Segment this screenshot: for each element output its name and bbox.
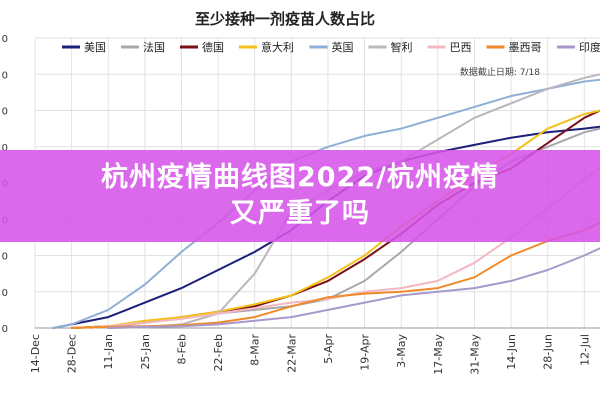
- x-tick-label: 14-Dec: [29, 334, 42, 373]
- legend: 美国 法国 德国 意大利 英国 智利 巴西 墨西哥 印度: [62, 40, 600, 54]
- legend-label: 智利: [391, 40, 413, 54]
- x-tick-label: 8-Mar: [249, 334, 262, 366]
- legend-label: 英国: [332, 40, 354, 54]
- y-tick-label: 0: [2, 34, 8, 45]
- x-tick-label: 3-May: [395, 334, 408, 368]
- legend-label: 意大利: [261, 40, 294, 54]
- x-tick-label: 25-Jan: [139, 334, 152, 370]
- series-line-意大利: [70, 109, 600, 329]
- chart-subtitle: 数据截止日期: 7/18: [460, 66, 540, 78]
- chart-title: 至少接种一剂疫苗人数占比: [195, 10, 375, 28]
- x-tick-label: 12-Jul: [578, 334, 591, 366]
- headline-line-1: 杭州疫情曲线图2022/杭州疫情: [100, 162, 499, 193]
- series-line-英国: [52, 78, 600, 329]
- headline-line-2: 又严重了吗: [230, 198, 370, 229]
- series-line-印度: [107, 247, 600, 329]
- y-tick-label: 0: [2, 252, 8, 263]
- legend-label: 巴西: [450, 41, 472, 54]
- y-tick-label: 0: [2, 107, 8, 118]
- y-tick-label: 0: [2, 288, 8, 299]
- y-tick-label: 0: [2, 324, 8, 335]
- x-tick-label: 31-May: [468, 334, 481, 375]
- x-tick-label: 19-Apr: [359, 334, 372, 371]
- legend-label: 德国: [202, 40, 224, 54]
- x-tick-label: 22-Mar: [285, 334, 298, 373]
- x-tick-label: 28-Dec: [66, 334, 79, 373]
- x-tick-label: 14-Jun: [505, 334, 518, 370]
- y-tick-label: 0: [2, 143, 8, 154]
- x-tick-label: 17-May: [432, 334, 445, 375]
- legend-label: 印度: [579, 40, 600, 54]
- x-tick-label: 5-Apr: [322, 334, 335, 364]
- x-tick-label: 22-Feb: [212, 334, 225, 371]
- x-tick-label: 8-Feb: [175, 334, 188, 364]
- headline-banner: 杭州疫情曲线图2022/杭州疫情 又严重了吗: [0, 150, 600, 242]
- legend-label: 墨西哥: [509, 41, 542, 54]
- x-tick-label: 28-Jun: [542, 334, 555, 370]
- legend-label: 法国: [143, 40, 165, 54]
- x-tick-label: 11-Jan: [102, 334, 115, 370]
- y-tick-label: 0: [2, 70, 8, 81]
- legend-label: 美国: [84, 41, 106, 54]
- axis-layer: 00000000014-Dec28-Dec11-Jan25-Jan8-Feb22…: [2, 34, 600, 375]
